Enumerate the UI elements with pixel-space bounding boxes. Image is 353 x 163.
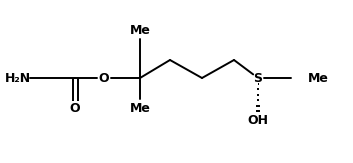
Text: Me: Me: [308, 72, 329, 84]
Text: H₂N: H₂N: [5, 72, 31, 84]
Text: O: O: [99, 72, 109, 84]
Text: O: O: [70, 102, 80, 114]
Text: OH: OH: [247, 113, 269, 126]
Text: S: S: [253, 72, 263, 84]
Text: Me: Me: [130, 102, 150, 114]
Text: Me: Me: [130, 23, 150, 37]
